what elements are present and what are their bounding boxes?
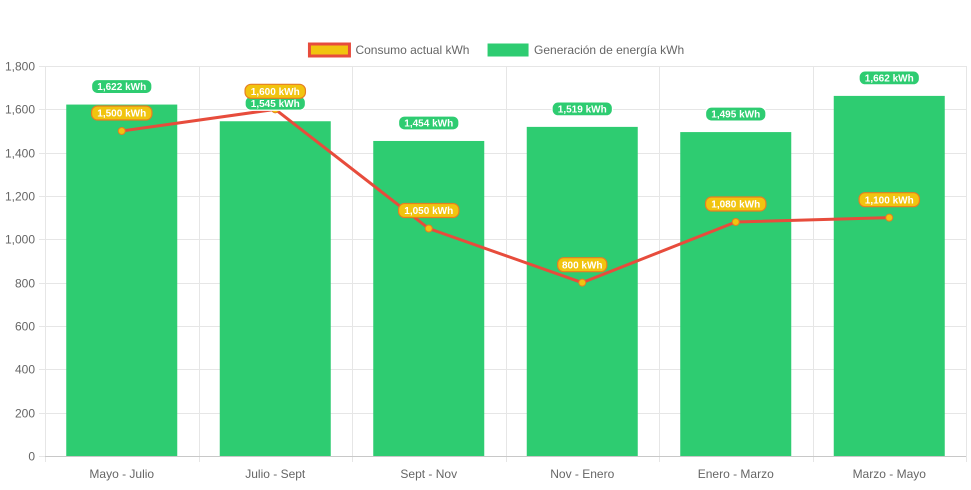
y-tick-label: 1,800: [5, 60, 35, 74]
line-data-label: 1,100 kWh: [858, 192, 921, 208]
line-data-label-bg: [704, 196, 767, 212]
bar-data-label: 1,622 kWh: [90, 78, 153, 95]
bar-data-label-text: 1,519 kWh: [558, 104, 607, 115]
line-data-label-bg: [397, 202, 460, 219]
line-data-label-text: 1,100 kWh: [865, 195, 914, 206]
x-tick-label: Mayo - Julio: [89, 467, 154, 481]
legend-item[interactable]: Generación de energía kWh: [487, 43, 684, 57]
x-tick-label: Sept - Nov: [400, 467, 457, 481]
axes: 0 200 400 600 800 1,000 1,200 1,400 1,600 1,800 Ma…: [5, 60, 966, 481]
x-tick-label: Enero - Marzo: [698, 467, 774, 481]
line-data-label-bg: [90, 105, 153, 121]
bar-generacion[interactable]: [526, 126, 638, 456]
bar-data-label-text: 1,622 kWh: [97, 82, 146, 93]
bar-generacion[interactable]: [219, 121, 331, 456]
bar-data-label-text: 1,495 kWh: [711, 110, 760, 121]
line-data-label-bg: [244, 83, 307, 99]
bar-data-label-bg: [551, 101, 614, 117]
bar-generacion[interactable]: [373, 140, 485, 456]
line-data-label: 1,080 kWh: [704, 196, 767, 212]
x-tick-label: Marzo - Mayo: [853, 467, 927, 481]
line-data-label-text: 1,500 kWh: [97, 109, 146, 120]
bar-data-label: 1,519 kWh: [551, 101, 614, 117]
legend[interactable]: Consumo actual kWh Generación de energía …: [307, 42, 684, 58]
legend-item[interactable]: Consumo actual kWh: [307, 42, 469, 58]
data-labels: 1,622 kWh 1,545 kWh 1,454 kWh 1,519 kWh 1,49…: [90, 70, 921, 273]
bar-data-label-bg: [397, 115, 460, 131]
y-tick-label: 800: [15, 277, 35, 291]
x-tick-label: Nov - Enero: [550, 467, 614, 481]
line-data-label: 1,600 kWh: [244, 83, 307, 99]
point-consumo[interactable]: [117, 127, 126, 135]
bar-data-label: 1,662 kWh: [858, 70, 921, 86]
legend-label: Consumo actual kWh: [355, 43, 469, 57]
y-tick-label: 1,200: [5, 190, 35, 204]
bar-data-label: 1,454 kWh: [397, 115, 460, 131]
line-data-label-bg: [557, 257, 608, 273]
legend-swatch: [487, 43, 529, 57]
bar-data-label-bg: [90, 78, 153, 95]
y-tick-label: 1,400: [5, 147, 35, 161]
y-tick-label: 1,600: [5, 103, 35, 117]
line-data-label: 1,500 kWh: [90, 105, 153, 121]
bar-data-label-text: 1,545 kWh: [251, 99, 300, 110]
point-consumo[interactable]: [885, 213, 894, 222]
y-tick-label: 600: [15, 320, 35, 334]
line-data-label: 800 kWh: [557, 257, 608, 273]
bar-generacion[interactable]: [680, 132, 792, 457]
point-consumo[interactable]: [424, 224, 433, 233]
bar-data-label-text: 1,454 kWh: [404, 119, 453, 130]
line-consumo: [121, 107, 890, 285]
consumption-line: [117, 105, 894, 287]
point-consumo[interactable]: [578, 278, 587, 287]
y-tick-label: 400: [15, 363, 35, 377]
grid: [39, 66, 967, 462]
bar-data-label-text: 1,662 kWh: [865, 74, 914, 85]
point-consumo[interactable]: [731, 218, 740, 226]
y-tick-label: 1,000: [5, 233, 35, 247]
y-tick-label: 200: [15, 407, 35, 421]
bars: [66, 95, 945, 457]
line-data-label-text: 1,050 kWh: [404, 206, 453, 217]
x-tick-label: Julio - Sept: [245, 467, 306, 481]
line-data-label-text: 800 kWh: [562, 260, 603, 271]
line-data-label: 1,050 kWh: [397, 202, 460, 219]
bar-data-label: 1,495 kWh: [704, 106, 767, 122]
legend-label: Generación de energía kWh: [534, 43, 684, 57]
y-tick-label: 0: [28, 450, 35, 464]
bar-data-label-bg: [858, 70, 921, 86]
bar-data-label-bg: [704, 106, 767, 122]
line-data-label-text: 1,600 kWh: [251, 87, 300, 98]
line-data-label-bg: [858, 192, 921, 208]
legend-swatch: [307, 42, 351, 58]
bar-generacion[interactable]: [66, 104, 178, 457]
line-data-label-text: 1,080 kWh: [711, 200, 760, 211]
bar-generacion[interactable]: [833, 95, 945, 457]
